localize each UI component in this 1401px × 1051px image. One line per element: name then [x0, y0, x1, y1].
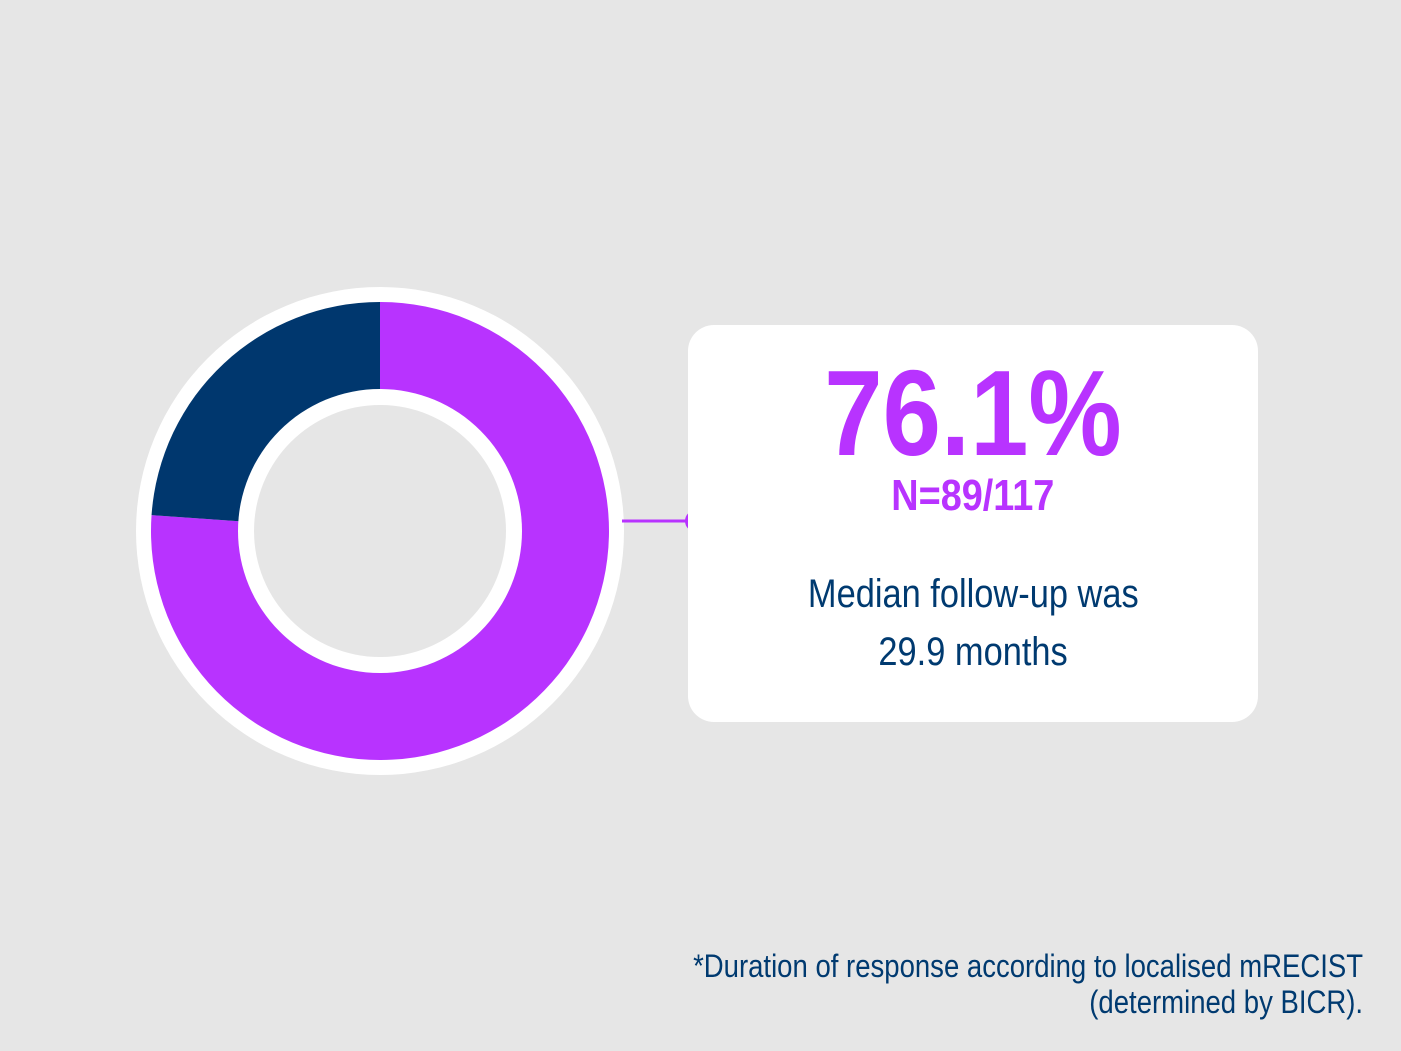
percent-value: 76.1% [824, 345, 1122, 481]
n-value: N=89/117 [891, 471, 1055, 520]
median-line1: Median follow-up was [807, 572, 1139, 616]
footnote: *Duration of response according to local… [584, 948, 1363, 1020]
footnote-line2: (determined by BICR). [1089, 984, 1363, 1020]
donut-hole [254, 405, 506, 657]
callout-box [688, 325, 1258, 722]
median-line2: 29.9 months [878, 630, 1068, 674]
footnote-line1: *Duration of response according to local… [693, 948, 1363, 984]
